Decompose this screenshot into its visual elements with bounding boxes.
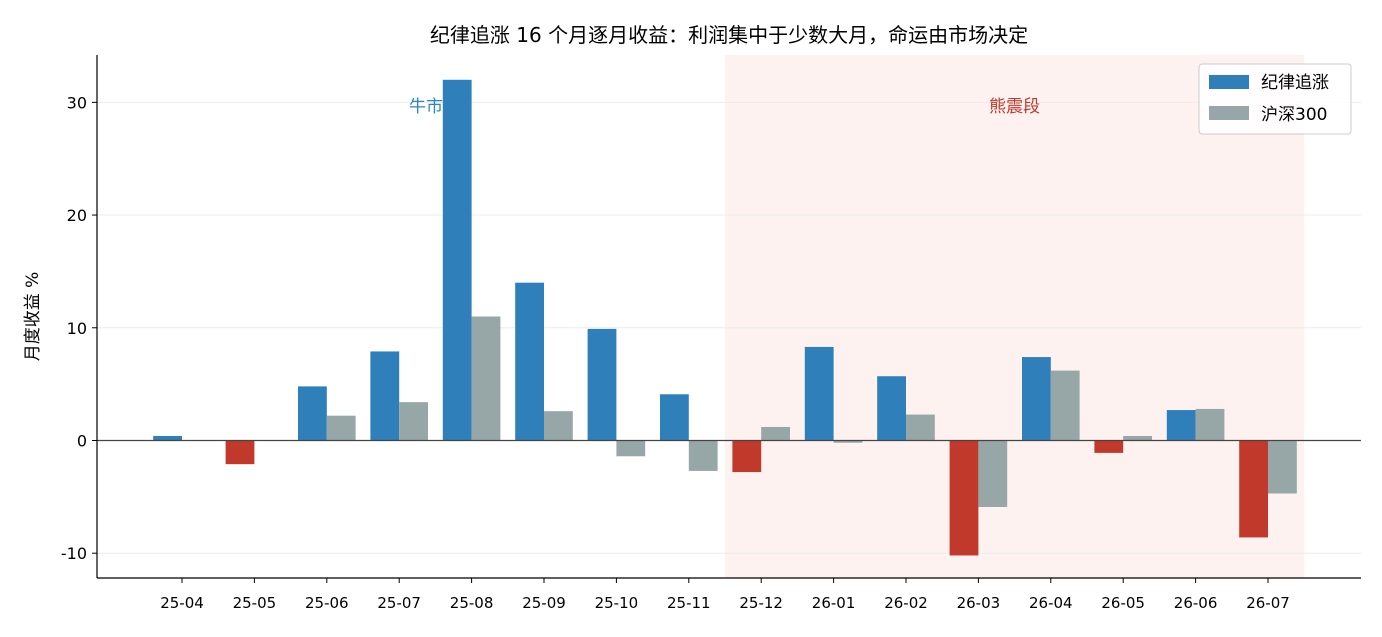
x-tick-label: 26-03 (957, 594, 1001, 612)
bar-csi300-26-02 (906, 414, 935, 441)
bar-discipline-26-02 (877, 376, 906, 441)
bar-csi300-25-12 (761, 426, 790, 441)
x-tick-label: 26-04 (1029, 594, 1073, 612)
bar-discipline-25-08 (442, 79, 472, 441)
bar-discipline-25-12 (732, 440, 762, 473)
x-tick-label: 26-07 (1246, 594, 1290, 612)
bar-csi300-25-11 (688, 440, 718, 471)
x-tick-label: 26-01 (812, 594, 856, 612)
bar-csi300-25-08 (471, 316, 501, 441)
bar-csi300-26-01 (833, 440, 863, 443)
x-tick-label: 25-09 (522, 594, 566, 612)
bar-csi300-26-06 (1195, 408, 1225, 441)
x-tick-label: 25-07 (377, 594, 421, 612)
bar-csi300-26-07 (1268, 440, 1297, 494)
bar-csi300-26-05 (1123, 435, 1152, 441)
x-tick-label: 25-10 (595, 594, 639, 612)
y-axis-label: 月度收益 % (23, 272, 43, 362)
annotation-bull: 牛市 (409, 97, 443, 117)
bar-discipline-26-05 (1094, 440, 1124, 453)
bars-layer (153, 79, 1297, 556)
bar-csi300-26-04 (1050, 370, 1080, 441)
y-tick-label: -10 (61, 544, 87, 563)
bar-csi300-26-03 (978, 440, 1008, 507)
y-tick-label: 20 (67, 206, 87, 225)
bar-discipline-25-04 (153, 435, 182, 441)
annotation-bear: 熊震段 (989, 97, 1040, 117)
bar-discipline-25-09 (515, 282, 544, 441)
bear-region-shade (725, 55, 1305, 578)
x-tick-label: 25-08 (450, 594, 494, 612)
y-tick-label: 30 (67, 93, 87, 112)
x-tick-label: 25-05 (233, 594, 277, 612)
bar-csi300-25-09 (544, 411, 573, 441)
x-tick-label: 26-06 (1174, 594, 1218, 612)
bar-discipline-26-03 (949, 440, 979, 556)
bear-region-layer (725, 55, 1305, 578)
legend-label-discipline: 纪律追涨 (1261, 73, 1329, 93)
bar-discipline-25-11 (660, 394, 689, 441)
x-tick-label: 25-06 (305, 594, 349, 612)
x-tick-label: 25-11 (667, 594, 711, 612)
bar-csi300-25-06 (326, 415, 356, 441)
bar-discipline-25-10 (587, 328, 617, 441)
x-tick-label: 25-04 (160, 594, 204, 612)
axes-layer (92, 55, 1361, 583)
x-tick-label: 26-02 (884, 594, 928, 612)
bar-discipline-26-07 (1239, 440, 1268, 538)
x-tick-label: 26-05 (1101, 594, 1145, 612)
x-tick-label: 25-12 (739, 594, 783, 612)
text-layer: -10 0 10 20 30 25-04 25-05 25-06 25-07 25-08 25-09… (23, 23, 1290, 612)
legend-label-csi300: 沪深300 (1261, 105, 1327, 125)
bar-discipline-25-07 (370, 351, 400, 441)
y-tick-label: 0 (77, 431, 87, 450)
chart-title: 纪律追涨 16 个月逐月收益：利润集中于少数大月，命运由市场决定 (430, 23, 1028, 47)
bar-csi300-25-10 (616, 440, 646, 457)
legend-swatch-discipline (1209, 75, 1249, 89)
bar-discipline-26-01 (804, 346, 834, 441)
bar-csi300-25-07 (399, 402, 428, 441)
bar-discipline-25-05 (225, 440, 255, 465)
legend-swatch-csi300 (1209, 106, 1249, 120)
bar-discipline-26-04 (1022, 357, 1051, 441)
bar-discipline-25-06 (298, 386, 327, 441)
y-tick-label: 10 (67, 319, 87, 338)
bar-discipline-26-06 (1166, 410, 1196, 441)
